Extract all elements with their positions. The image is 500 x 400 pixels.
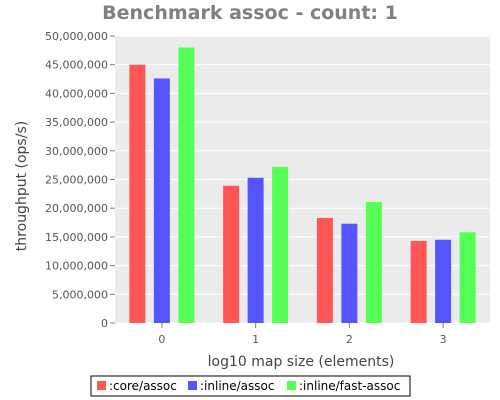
x-tick-label: 1 xyxy=(252,333,259,346)
y-tick-label: 25,000,000 xyxy=(45,174,108,187)
bar xyxy=(129,65,145,323)
bar xyxy=(366,202,382,323)
bar xyxy=(341,224,357,323)
bar xyxy=(411,241,427,323)
legend-label: :inline/assoc xyxy=(200,379,274,393)
bar xyxy=(178,47,194,323)
y-tick-label: 50,000,000 xyxy=(45,30,108,43)
chart-title: Benchmark assoc - count: 1 xyxy=(102,2,398,24)
legend-label: :inline/fast-assoc xyxy=(299,379,400,393)
y-axis-ticks: 0 5,000,000 10,000,000 15,000,000 20,000,000… xyxy=(45,30,115,330)
bar xyxy=(317,218,333,323)
legend-label: :core/assoc xyxy=(109,379,177,393)
bar xyxy=(435,240,451,323)
legend-item: :core/assoc xyxy=(97,379,177,393)
bar xyxy=(248,178,264,323)
y-tick-label: 5,000,000 xyxy=(52,288,108,301)
x-tick-label: 3 xyxy=(440,333,447,346)
x-tick-label: 0 xyxy=(158,333,165,346)
y-tick-label: 0 xyxy=(101,317,108,330)
bar xyxy=(460,232,476,323)
x-axis-label: log10 map size (elements) xyxy=(208,354,395,370)
y-tick-label: 30,000,000 xyxy=(45,145,108,158)
legend-swatch xyxy=(97,381,106,390)
y-tick-label: 10,000,000 xyxy=(45,260,108,273)
legend-swatch xyxy=(287,381,296,390)
y-tick-label: 45,000,000 xyxy=(45,59,108,72)
bar xyxy=(272,167,288,323)
y-tick-label: 35,000,000 xyxy=(45,116,108,129)
x-tick-label: 2 xyxy=(346,333,353,346)
y-tick-label: 15,000,000 xyxy=(45,231,108,244)
bar xyxy=(223,186,239,323)
legend-item: :inline/assoc xyxy=(188,379,274,393)
legend-item: :inline/fast-assoc xyxy=(287,379,400,393)
y-tick-label: 40,000,000 xyxy=(45,87,108,100)
bar xyxy=(154,78,170,323)
y-tick-label: 20,000,000 xyxy=(45,202,108,215)
legend: :core/assoc :inline/assoc :inline/fast-ass… xyxy=(91,376,410,396)
x-axis-ticks: 0 1 2 3 xyxy=(158,323,446,346)
y-axis-label: throughput (ops/s) xyxy=(14,121,30,251)
legend-swatch xyxy=(188,381,197,390)
